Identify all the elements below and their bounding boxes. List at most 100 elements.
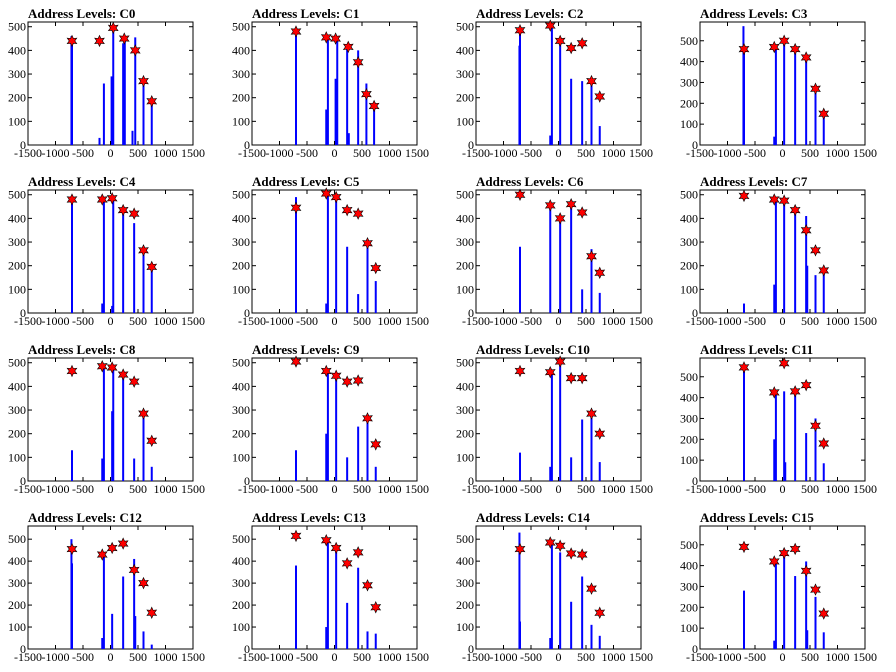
x-tick-label: -500 [72,482,94,496]
y-tick-label: 0 [468,138,474,152]
histogram-bar [325,433,328,481]
y-tick-label: 400 [456,379,474,393]
peak-marker [138,407,149,420]
y-tick-label: 500 [232,356,250,370]
histogram-bar [805,216,808,313]
peak-marker [290,355,302,368]
x-tick-label: -500 [72,314,94,328]
y-tick-label: 100 [232,282,250,296]
x-tick-label: 0 [556,482,562,496]
histogram-bar [123,36,126,145]
histogram-bar [111,411,114,481]
histogram-bar [150,101,153,145]
x-tick-label: 0 [780,482,786,496]
y-tick-label: 0 [244,306,250,320]
y-tick-label: 500 [456,188,474,202]
y-tick-label: 0 [692,642,698,656]
x-tick-label: 1500 [405,482,429,496]
histogram-bar [335,197,338,313]
histogram-bar [295,565,297,649]
peak-marker [800,378,812,392]
y-tick-label: 300 [8,576,26,590]
histogram-bar [783,40,786,146]
x-tick-label: 0 [108,482,114,496]
y-tick-label: 0 [692,306,698,320]
x-tick-label: 1000 [826,650,850,664]
histogram-bar [590,249,593,313]
peak-marker [370,601,382,614]
y-tick-label: 200 [8,427,26,441]
x-tick-label: -500 [296,650,318,664]
histogram-bar [743,49,745,145]
histogram-bar [773,136,776,145]
y-tick-label: 0 [244,138,250,152]
peak-marker [118,32,130,45]
x-tick-label: 0 [780,146,786,160]
x-tick-label: 0 [556,314,562,328]
peak-marker [544,19,556,32]
x-tick-label: -500 [744,650,766,664]
x-tick-label: 1000 [602,650,626,664]
histogram-bar [783,391,786,481]
peak-marker [738,540,750,554]
y-tick-label: 100 [232,620,250,634]
y-tick-label: 100 [232,114,250,128]
histogram-bar [814,596,817,649]
x-tick-label: -1500 [686,650,714,664]
histogram-bar [581,576,584,649]
y-tick-label: 0 [692,138,698,152]
x-tick-label: -1500 [238,482,266,496]
histogram-bar [794,208,797,313]
histogram-bar [366,418,369,481]
y-tick-label: 500 [680,370,698,384]
x-tick-label: 1000 [826,482,850,496]
x-tick-label: 0 [332,482,338,496]
x-tick-label: 500 [577,314,595,328]
peak-marker [362,412,373,425]
peak-marker [565,547,577,560]
y-tick-label: 200 [232,427,250,441]
chart-panel: Address Levels: C00100200300400500-1500-… [8,6,205,160]
peak-marker [290,529,302,543]
histogram-bar [590,413,593,481]
y-tick-label: 300 [680,235,698,249]
histogram-bar [133,458,136,481]
peak-marker [594,606,606,619]
x-tick-label: 0 [108,146,114,160]
peak-marker [117,368,129,381]
histogram-bar [366,244,369,313]
chart-panel: Address Levels: C13 0 100 200 300 400 500 -1500… [232,510,429,664]
x-tick-label: -1500 [238,650,266,664]
x-tick-label: 1000 [602,314,626,328]
peak-marker [789,42,801,56]
histogram-bar [357,294,360,313]
x-tick-label: 1500 [629,146,653,160]
x-tick-label: 500 [353,650,371,664]
histogram-bar [743,590,745,649]
histogram-bar [336,37,339,146]
histogram-bar [134,37,137,146]
histogram-bar [581,419,584,481]
histogram-bar [112,198,115,313]
chart-title: Address Levels: C13 [252,510,366,525]
histogram-bar [142,251,145,313]
x-tick-label: -1500 [686,146,714,160]
x-tick-label: -500 [520,314,542,328]
peak-marker [554,539,566,552]
x-tick-label: -500 [744,146,766,160]
histogram-bar [794,576,797,649]
x-tick-label: -1500 [14,314,42,328]
peak-marker [66,34,78,48]
x-tick-label: -1000 [42,482,70,496]
y-tick-label: 400 [456,43,474,57]
peak-marker [768,40,780,54]
histogram-bar [518,532,521,649]
peak-marker [138,74,149,88]
y-tick-label: 200 [8,91,26,105]
chart-panel: Address Levels: C50100200300400500-1500-… [232,174,429,328]
peak-marker [594,427,606,440]
histogram-bar [335,547,338,649]
histogram-bar [347,133,350,145]
peak-marker [778,194,790,207]
histogram-bar [110,76,113,145]
